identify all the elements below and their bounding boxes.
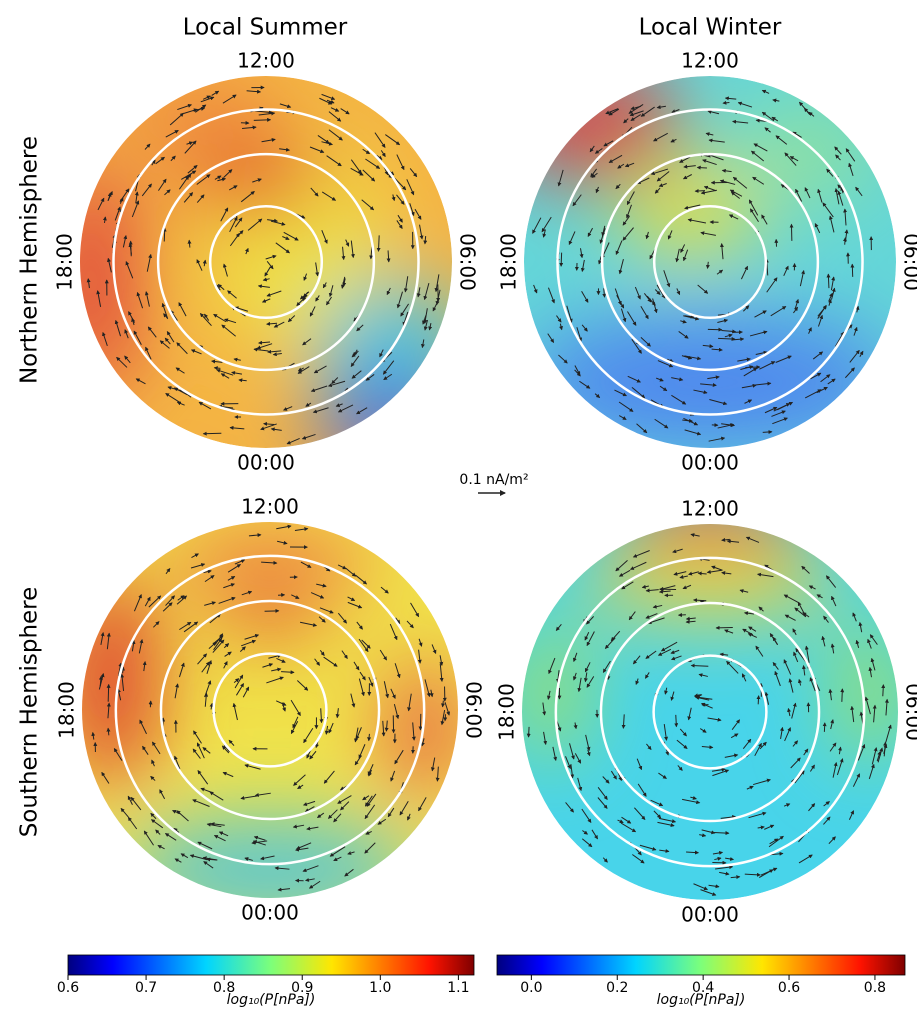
time-label: 00:00: [681, 903, 739, 927]
field-blob: [220, 590, 320, 640]
flow-arrow: [691, 665, 708, 666]
colorbar: [497, 955, 905, 975]
panel-field: [500, 62, 900, 452]
time-label: 12:00: [681, 49, 739, 73]
flow-arrow: [214, 368, 220, 369]
colorbar-tick-label: 0.2: [606, 980, 628, 996]
reference-arrow-label: 0.1 nA/m²: [459, 472, 528, 488]
flow-arrow: [697, 167, 707, 168]
colorbar: [68, 955, 474, 975]
field-blob: [580, 542, 840, 622]
panel-field: [515, 487, 905, 900]
time-label: 12:00: [681, 497, 739, 521]
flow-arrow: [378, 235, 379, 251]
column-title: Local Winter: [639, 15, 782, 41]
colorbar-tick-label: 0.8: [864, 980, 886, 996]
flow-arrow: [108, 685, 109, 702]
time-label: 18:00: [53, 233, 77, 291]
time-label: 06:00: [900, 233, 917, 291]
flow-arrow: [842, 689, 843, 702]
time-label: 06:00: [456, 233, 480, 291]
flow-arrow: [883, 685, 884, 696]
polar-panel: [41, 72, 476, 467]
field-blob: [620, 162, 760, 262]
flow-arrow: [131, 241, 132, 256]
time-label: 18:00: [495, 683, 519, 741]
flow-arrow: [828, 274, 829, 288]
panel-field: [41, 72, 476, 467]
time-label: 18:00: [497, 233, 521, 291]
colorbar-tick-label: 0.6: [57, 980, 79, 996]
field-blob: [500, 62, 680, 182]
time-label: 12:00: [241, 495, 299, 519]
colorbar-tick-label: 1.0: [369, 980, 391, 996]
field-blob: [96, 72, 276, 152]
flow-arrow: [529, 727, 530, 737]
flow-arrow: [254, 120, 271, 121]
panel-field: [60, 520, 465, 920]
flow-arrow: [695, 191, 705, 192]
column-title: Local Summer: [183, 15, 348, 41]
flow-arrow: [164, 228, 165, 241]
flow-arrow: [686, 852, 698, 853]
field-blob: [160, 520, 380, 600]
row-title: Southern Hemisphere: [17, 587, 43, 838]
polar-panel: [515, 487, 905, 900]
flow-arrow: [763, 432, 772, 433]
field-blob: [835, 622, 905, 762]
polar-panel: [500, 62, 900, 452]
time-label: 06:00: [902, 683, 917, 741]
time-label: 18:00: [55, 681, 79, 739]
time-label: 00:00: [681, 451, 739, 475]
colorbar-tick-label: 0.7: [135, 980, 157, 996]
colorbar-tick-label: 0.6: [778, 980, 800, 996]
flow-arrow: [189, 240, 190, 247]
time-label: 00:00: [241, 901, 299, 925]
polar-panel: [60, 520, 465, 920]
time-label: 06:00: [462, 681, 486, 739]
time-label: 12:00: [237, 49, 295, 73]
flow-arrow: [561, 253, 562, 267]
field-blob: [60, 570, 160, 790]
field-blob: [316, 377, 456, 467]
flow-arrow: [676, 715, 677, 727]
flow-arrow: [745, 367, 759, 368]
colorbar-tick-label: 0.0: [520, 980, 542, 996]
time-label: 00:00: [237, 451, 295, 475]
colorbar-label: log₁₀(P[nPa]): [227, 992, 316, 1007]
flow-arrow: [369, 734, 370, 741]
row-title: Northern Hemisphere: [17, 136, 43, 384]
colorbar-tick-label: 1.1: [447, 980, 469, 996]
colorbar-label: log₁₀(P[nPa]): [657, 992, 746, 1007]
